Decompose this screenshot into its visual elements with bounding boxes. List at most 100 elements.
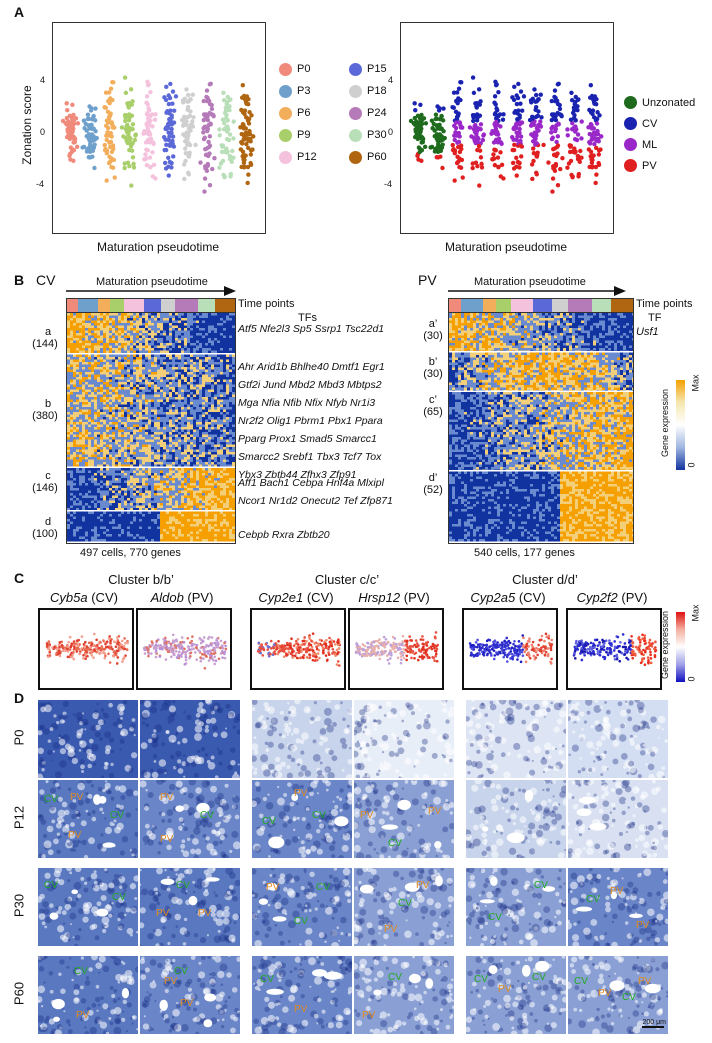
heat-cell [124,318,127,321]
heat-cell [103,333,106,336]
heat-cell [145,348,148,351]
heat-cell [76,315,79,318]
scatter-point [128,87,134,92]
scatter-point [471,90,477,96]
heat-cell [169,447,172,450]
heat-cell [151,374,154,377]
heat-cell [148,457,151,460]
heat-cell [199,389,202,392]
legend-item-p15: P15 [349,58,419,80]
heat-cell [121,457,124,460]
heat-cell [85,382,88,385]
heat-cell [190,350,193,353]
legend-item-p6: P6 [279,102,349,124]
scatter-point [75,121,81,126]
scatter-point [567,149,573,155]
heat-cell [151,325,154,328]
heat-cell [229,437,232,440]
heat-cell [124,407,127,410]
heat-cell [67,402,70,405]
heat-cell [115,419,118,422]
heat-cell [217,462,220,465]
heat-cell [124,470,127,473]
legend-dot-icon [624,159,637,172]
heat-cell [70,417,73,420]
heat-cell [103,369,106,372]
heat-cell [163,340,166,343]
heat-cell [193,454,196,457]
heat-cell [184,367,187,370]
heat-cell [121,412,124,415]
heat-cell [172,369,175,372]
heat-cell [67,468,70,471]
heat-cell [112,364,115,367]
heat-cell [190,392,193,395]
heat-cell [70,457,73,460]
heat-cell [97,330,100,333]
scatter-point [436,108,442,113]
heat-cell [163,473,166,476]
heat-cell [220,414,223,417]
scatter-point [499,141,504,146]
heat-cell [190,374,193,377]
heat-cell [124,382,127,385]
scatter-point [476,87,482,92]
heat-cell [151,470,154,473]
heat-cell [163,470,166,473]
heat-cell [97,412,100,415]
heat-cell [208,318,211,321]
heat-cell [112,387,115,390]
heat-cell [214,480,217,483]
heat-cell [124,392,127,395]
heat-cell [208,345,211,348]
heat-cell [73,449,76,452]
heat-cell [166,462,169,465]
heat-cell [136,335,139,338]
heat-cell [202,372,205,375]
heat-cell [202,475,205,478]
heat-cell [82,330,85,333]
heat-cell [91,389,94,392]
heat-cell [199,399,202,402]
heat-cell [232,392,235,395]
heat-cell [220,437,223,440]
heat-cell [85,338,88,341]
heat-cell [184,387,187,390]
heat-cell [199,372,202,375]
heat-cell [94,328,97,331]
heat-cell [220,372,223,375]
heat-cell [148,449,151,452]
heat-cell [190,364,193,367]
heat-cell [124,374,127,377]
heat-cell [202,417,205,420]
heat-cell [124,429,127,432]
heat-cell [106,459,109,462]
heat-cell [220,389,223,392]
heat-cell [151,315,154,318]
heat-cell [130,439,133,442]
heat-cell [202,429,205,432]
scatter-point [183,146,188,151]
heat-cell [175,367,178,370]
heat-cell [184,429,187,432]
heat-cell [73,359,76,362]
heat-cell [172,364,175,367]
heat-cell [91,419,94,422]
heat-cell [145,357,148,360]
heat-cell [94,483,97,486]
heat-cell [91,377,94,380]
heat-cell [166,399,169,402]
heat-cell [160,328,163,331]
heat-cell [232,359,235,362]
heat-cell [154,483,157,486]
heat-cell [229,387,232,390]
heat-cell [208,389,211,392]
heat-cell [163,454,166,457]
scatter-point [181,162,187,167]
heat-cell [196,325,199,328]
heat-cell [145,389,148,392]
heat-cell [124,434,127,437]
heat-cell [160,459,163,462]
heat-cell [118,323,121,326]
heat-cell [127,397,130,400]
